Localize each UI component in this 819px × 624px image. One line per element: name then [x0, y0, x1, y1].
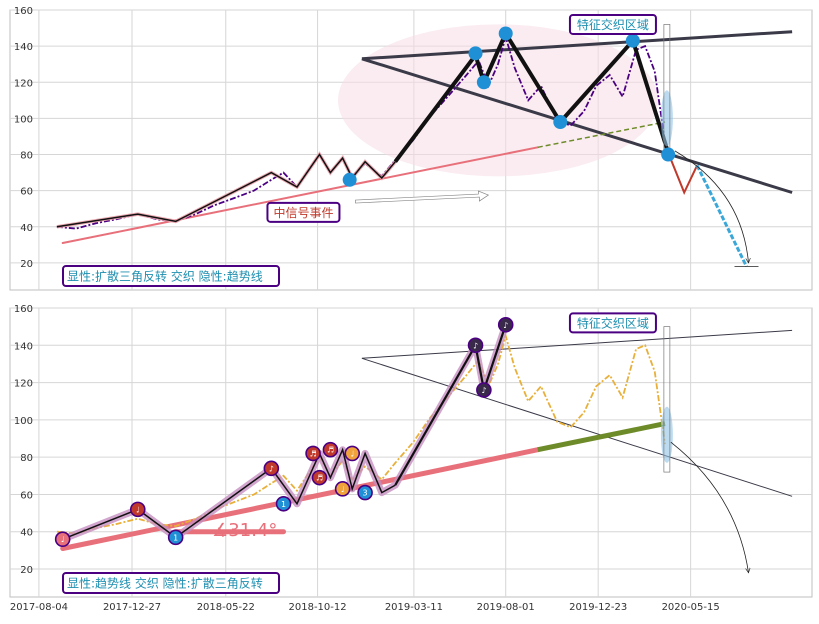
interweave-zone	[661, 407, 673, 463]
marker-label: ♪	[481, 386, 486, 395]
y-tick-label: 60	[20, 490, 33, 501]
y-tick-label: 100	[14, 416, 33, 427]
y-tick-label: 80	[20, 453, 33, 464]
x-tick-label: 2019-12-23	[569, 602, 627, 613]
zigzag-node	[626, 34, 640, 48]
x-tick-label: 2017-08-04	[10, 602, 68, 613]
angle-annotation: ∡31.4°	[212, 520, 277, 541]
marker-label: ♩	[61, 535, 65, 544]
zigzag-node	[499, 26, 513, 40]
zigzag-node	[661, 148, 675, 162]
y-tick-label: 60	[20, 187, 33, 198]
panel-top: 20 40 60 80 100 120 140 160 特征交织区域中信号事件显性:扩散三角反转…	[10, 6, 812, 290]
x-tick-label: 2017-12-27	[103, 602, 161, 613]
event-label: 中信号事件	[273, 205, 333, 220]
y-tick-label: 20	[20, 565, 33, 576]
y-tick-label: 120	[14, 379, 33, 390]
panel-title: 显性:扩散三角反转 交织 隐性:趋势线	[67, 269, 263, 284]
zone-label: 特征交织区域	[577, 315, 649, 330]
y-tick-label: 40	[20, 528, 33, 539]
y-tick-label: 100	[14, 114, 33, 125]
interweave-zone	[661, 90, 673, 146]
y-tick-label: 160	[14, 304, 33, 315]
zigzag-node	[469, 46, 483, 60]
marker-label: ♪	[503, 321, 508, 330]
marker-label: ♬	[327, 446, 334, 455]
y-tick-label: 140	[14, 42, 33, 53]
panel-title: 显性:趋势线 交织 隐性:扩散三角反转	[67, 576, 263, 591]
zigzag-node	[553, 115, 567, 129]
panel-bottom: 20 40 60 80 100 120 140 160 2017-08-04 2017-12-27…	[10, 304, 812, 613]
marker-label: 3	[363, 489, 368, 498]
marker-label: 1	[173, 533, 178, 542]
x-tick-label: 2018-10-12	[289, 602, 347, 613]
y-tick-label: 160	[14, 6, 33, 17]
zigzag-node	[477, 75, 491, 89]
marker-label: ♩	[136, 505, 140, 514]
marker-label: ♬	[309, 449, 316, 458]
y-tick-label: 140	[14, 341, 33, 352]
x-tick-label: 2018-05-22	[197, 602, 255, 613]
marker-label: ♪	[473, 341, 478, 350]
marker-label: ♬	[316, 474, 323, 483]
x-tick-label: 2019-03-11	[385, 602, 443, 613]
marker-label: ♪	[269, 464, 274, 473]
y-tick-label: 20	[20, 259, 33, 270]
y-tick-label: 120	[14, 78, 33, 89]
zigzag-node	[343, 173, 357, 187]
marker-label: 1	[281, 500, 286, 509]
zone-label: 特征交织区域	[577, 17, 649, 32]
y-tick-label: 80	[20, 151, 33, 162]
x-tick-label: 2019-08-01	[477, 602, 535, 613]
marker-label: ♩	[341, 485, 345, 494]
y-tick-label: 40	[20, 223, 33, 234]
marker-label: ♩	[350, 449, 354, 458]
x-tick-label: 2020-05-15	[662, 602, 720, 613]
